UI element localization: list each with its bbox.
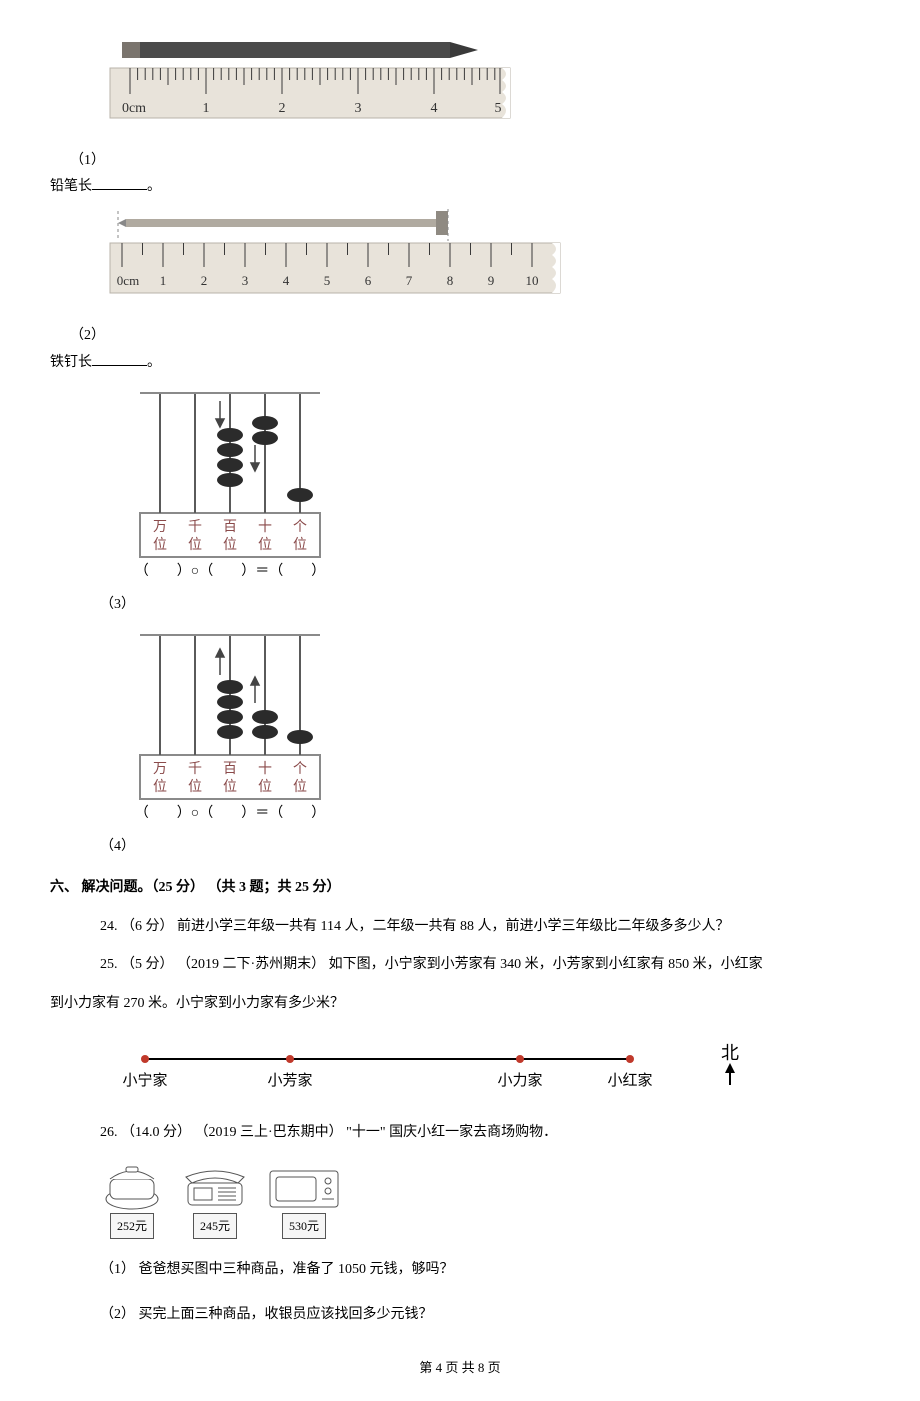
svg-text:4: 4 [431,101,438,116]
svg-text:2: 2 [201,273,208,288]
ruler2-svg: 0cm 1 2 3 4 5 6 7 8 9 10 [100,207,570,307]
svg-text:位: 位 [188,779,202,795]
section6-heading: 六、 解决问题。（25 分） （共 3 题；共 25 分） [50,875,870,902]
svg-text:8: 8 [447,273,454,288]
sub2-text-a: 铁钉长 [50,355,92,370]
sub2-text: 铁钉长 。 [50,350,870,377]
svg-text:十: 十 [258,519,272,535]
q25-text-b: 到小力家有 270 米。小宁家到小力家有多少米？ [50,991,870,1018]
q26-text: 26. （14.0 分） （2019 三上·巴东期中） "十一" 国庆小红一家去… [100,1120,870,1147]
svg-text:9: 9 [488,273,495,288]
svg-text:位: 位 [223,779,237,795]
price-3: 530元 [282,1213,326,1240]
svg-text:十: 十 [258,761,272,777]
q26-sub2: （2） 买完上面三种商品，收银员应该找回多少元钱？ [100,1302,870,1329]
svg-text:位: 位 [258,779,272,795]
blank-2[interactable] [92,352,147,366]
product-microwave: 530元 [266,1161,342,1240]
q24-text: 24. （6 分） 前进小学三年级一共有 114 人，二年级一共有 88 人，前… [100,914,870,941]
sub1-text: 铅笔长 。 [50,174,870,201]
svg-text:2: 2 [279,101,286,116]
svg-text:5: 5 [495,101,502,116]
svg-text:百: 百 [223,761,237,777]
microwave-icon [266,1161,342,1211]
svg-text:位: 位 [223,537,237,553]
sub2-label: （2） [70,323,870,350]
svg-text:5: 5 [324,273,331,288]
sub1-label: （1） [70,148,870,175]
q25-svg: 小宁家 小芳家 小力家 小红家 北 [100,1037,780,1097]
svg-text:小红家: 小红家 [607,1072,652,1089]
ruler-pencil-figure: 0cm 1 2 3 4 5 [100,36,870,142]
svg-text:千: 千 [188,519,202,535]
price-2: 245元 [193,1213,237,1240]
svg-text:3: 3 [242,273,249,288]
abacus3-svg: 万 千 百 十 个 位 位 位 位 位 （ ）○（ ）＝（ ） [130,383,350,578]
abacus4-figure: 万 千 百 十 个 位 位 位 位 位 （ ）○（ ）＝（ ） [130,625,870,831]
phone-icon [180,1161,250,1211]
svg-text:小宁家: 小宁家 [122,1072,167,1089]
svg-text:小芳家: 小芳家 [267,1072,312,1089]
svg-text:6: 6 [365,273,372,288]
svg-text:（ ）○（ ）＝（ ）: （ ）○（ ）＝（ ） [135,805,325,820]
blank-1[interactable] [92,176,147,190]
q26-sub1: （1） 爸爸想买图中三种商品，准备了 1050 元钱，够吗？ [100,1257,870,1284]
svg-text:百: 百 [223,519,237,535]
svg-text:万: 万 [153,762,167,777]
price-1: 252元 [110,1213,154,1240]
svg-text:7: 7 [406,273,413,288]
sub1-text-a: 铅笔长 [50,179,92,194]
svg-text:千: 千 [188,761,202,777]
svg-text:0cm: 0cm [122,101,146,116]
ruler-nail-figure: 0cm 1 2 3 4 5 6 7 8 9 10 [100,207,870,318]
svg-text:位: 位 [188,537,202,553]
abacus3-figure: 万 千 百 十 个 位 位 位 位 位 （ ）○（ ）＝（ ） [130,383,870,589]
svg-text:个: 个 [293,519,307,535]
sub2-text-b: 。 [147,355,161,370]
q25-diagram: 小宁家 小芳家 小力家 小红家 北 [100,1037,870,1108]
svg-text:3: 3 [355,101,362,116]
svg-text:位: 位 [153,537,167,553]
svg-text:位: 位 [153,779,167,795]
svg-text:位: 位 [293,537,307,553]
product-ricecooker: 252元 [100,1161,164,1240]
svg-text:4: 4 [283,273,290,288]
svg-text:1: 1 [160,273,167,288]
svg-text:1: 1 [203,101,210,116]
svg-text:0cm: 0cm [117,273,139,288]
q26-products: 252元 245元 530元 [100,1161,870,1240]
page-footer: 第 4 页 共 8 页 [50,1356,870,1381]
svg-text:小力家: 小力家 [497,1072,542,1089]
svg-text:北: 北 [721,1043,739,1063]
ricecooker-icon [100,1161,164,1211]
sub4-label: （4） [100,834,870,861]
svg-text:位: 位 [293,779,307,795]
svg-text:万: 万 [153,520,167,535]
sub3-label: （3） [100,592,870,619]
svg-text:个: 个 [293,761,307,777]
product-phone: 245元 [180,1161,250,1240]
svg-text:（ ）○（ ）＝（ ）: （ ）○（ ）＝（ ） [135,563,325,578]
sub1-text-b: 。 [147,179,161,194]
svg-text:10: 10 [526,273,539,288]
q25-text-a: 25. （5 分） （2019 二下·苏州期末） 如下图，小宁家到小芳家有 34… [100,952,870,979]
svg-text:位: 位 [258,537,272,553]
ruler1-svg: 0cm 1 2 3 4 5 [100,36,520,131]
abacus4-svg: 万 千 百 十 个 位 位 位 位 位 （ ）○（ ）＝（ ） [130,625,350,820]
